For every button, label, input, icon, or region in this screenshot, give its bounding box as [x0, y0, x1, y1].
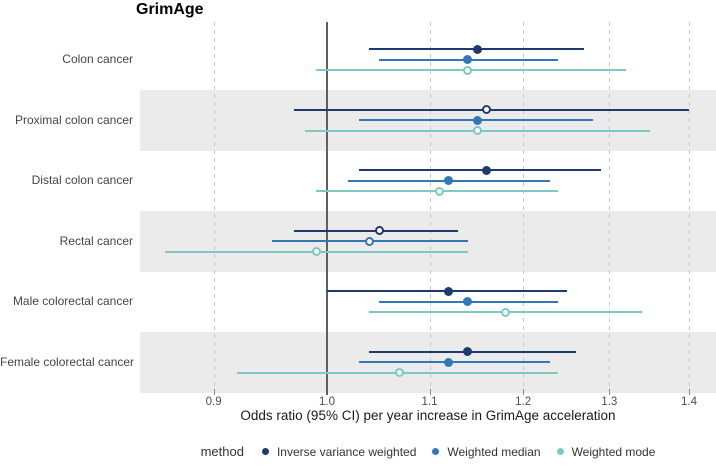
point-marker [482, 165, 492, 175]
axis-tick [213, 389, 215, 395]
category-label: Male colorectal cancer [12, 294, 133, 309]
axis-tick [689, 389, 691, 395]
x-tick-label: 1.1 [421, 396, 438, 408]
x-tick-label: 1.4 [681, 396, 698, 408]
category-label: Distal colon cancer [31, 173, 133, 188]
x-tick-label: 1.3 [601, 396, 618, 408]
point-marker [463, 65, 473, 75]
point-marker [472, 126, 482, 136]
gridline [689, 22, 691, 390]
point-marker [472, 44, 482, 54]
gridline [609, 22, 611, 390]
legend-label: Weighted median [447, 444, 541, 459]
ci-line [358, 169, 601, 172]
point-marker [463, 55, 473, 65]
point-marker [444, 176, 454, 186]
gridline [213, 22, 215, 390]
axis-tick [523, 389, 525, 395]
legend: method Inverse variance weighted Weighted… [140, 444, 716, 459]
legend-item: Weighted mode [556, 444, 656, 459]
axis-tick [609, 389, 611, 395]
x-tick-label: 0.9 [205, 396, 222, 408]
point-marker [463, 297, 473, 307]
legend-dot-icon [556, 448, 564, 455]
point-marker [434, 186, 444, 196]
category-label: Rectal cancer [59, 233, 133, 248]
reference-line [326, 22, 328, 395]
ci-line [358, 361, 550, 364]
x-tick-label: 1.0 [319, 396, 335, 408]
category-label: Female colorectal cancer [0, 354, 135, 369]
point-marker [374, 226, 384, 236]
legend-item: Inverse variance weighted [261, 444, 417, 459]
point-marker [482, 105, 492, 115]
point-marker [500, 307, 510, 317]
x-axis-title: Odds ratio (95% CI) per year increase in… [240, 408, 616, 423]
legend-title: method [200, 444, 244, 459]
legend-dot-icon [432, 448, 440, 455]
chart-title: GrimAge [136, 1, 204, 18]
axis-tick [429, 389, 431, 395]
legend-label: Inverse variance weighted [276, 444, 417, 459]
legend-item: Weighted median [432, 444, 541, 459]
gridline [429, 22, 431, 390]
point-marker [463, 347, 473, 357]
ci-line [369, 350, 576, 353]
point-marker [364, 236, 374, 246]
legend-label: Weighted mode [571, 444, 656, 459]
point-marker [395, 368, 405, 378]
point-marker [444, 286, 454, 296]
gridline [523, 22, 525, 390]
legend-dot-icon [261, 448, 269, 455]
category-label: Colon cancer [62, 52, 133, 67]
point-marker [311, 247, 321, 257]
point-marker [472, 115, 482, 125]
point-marker [444, 357, 454, 367]
x-tick-label: 1.2 [515, 396, 532, 408]
ci-line [294, 108, 690, 111]
category-label: Proximal colon cancer [14, 112, 133, 127]
